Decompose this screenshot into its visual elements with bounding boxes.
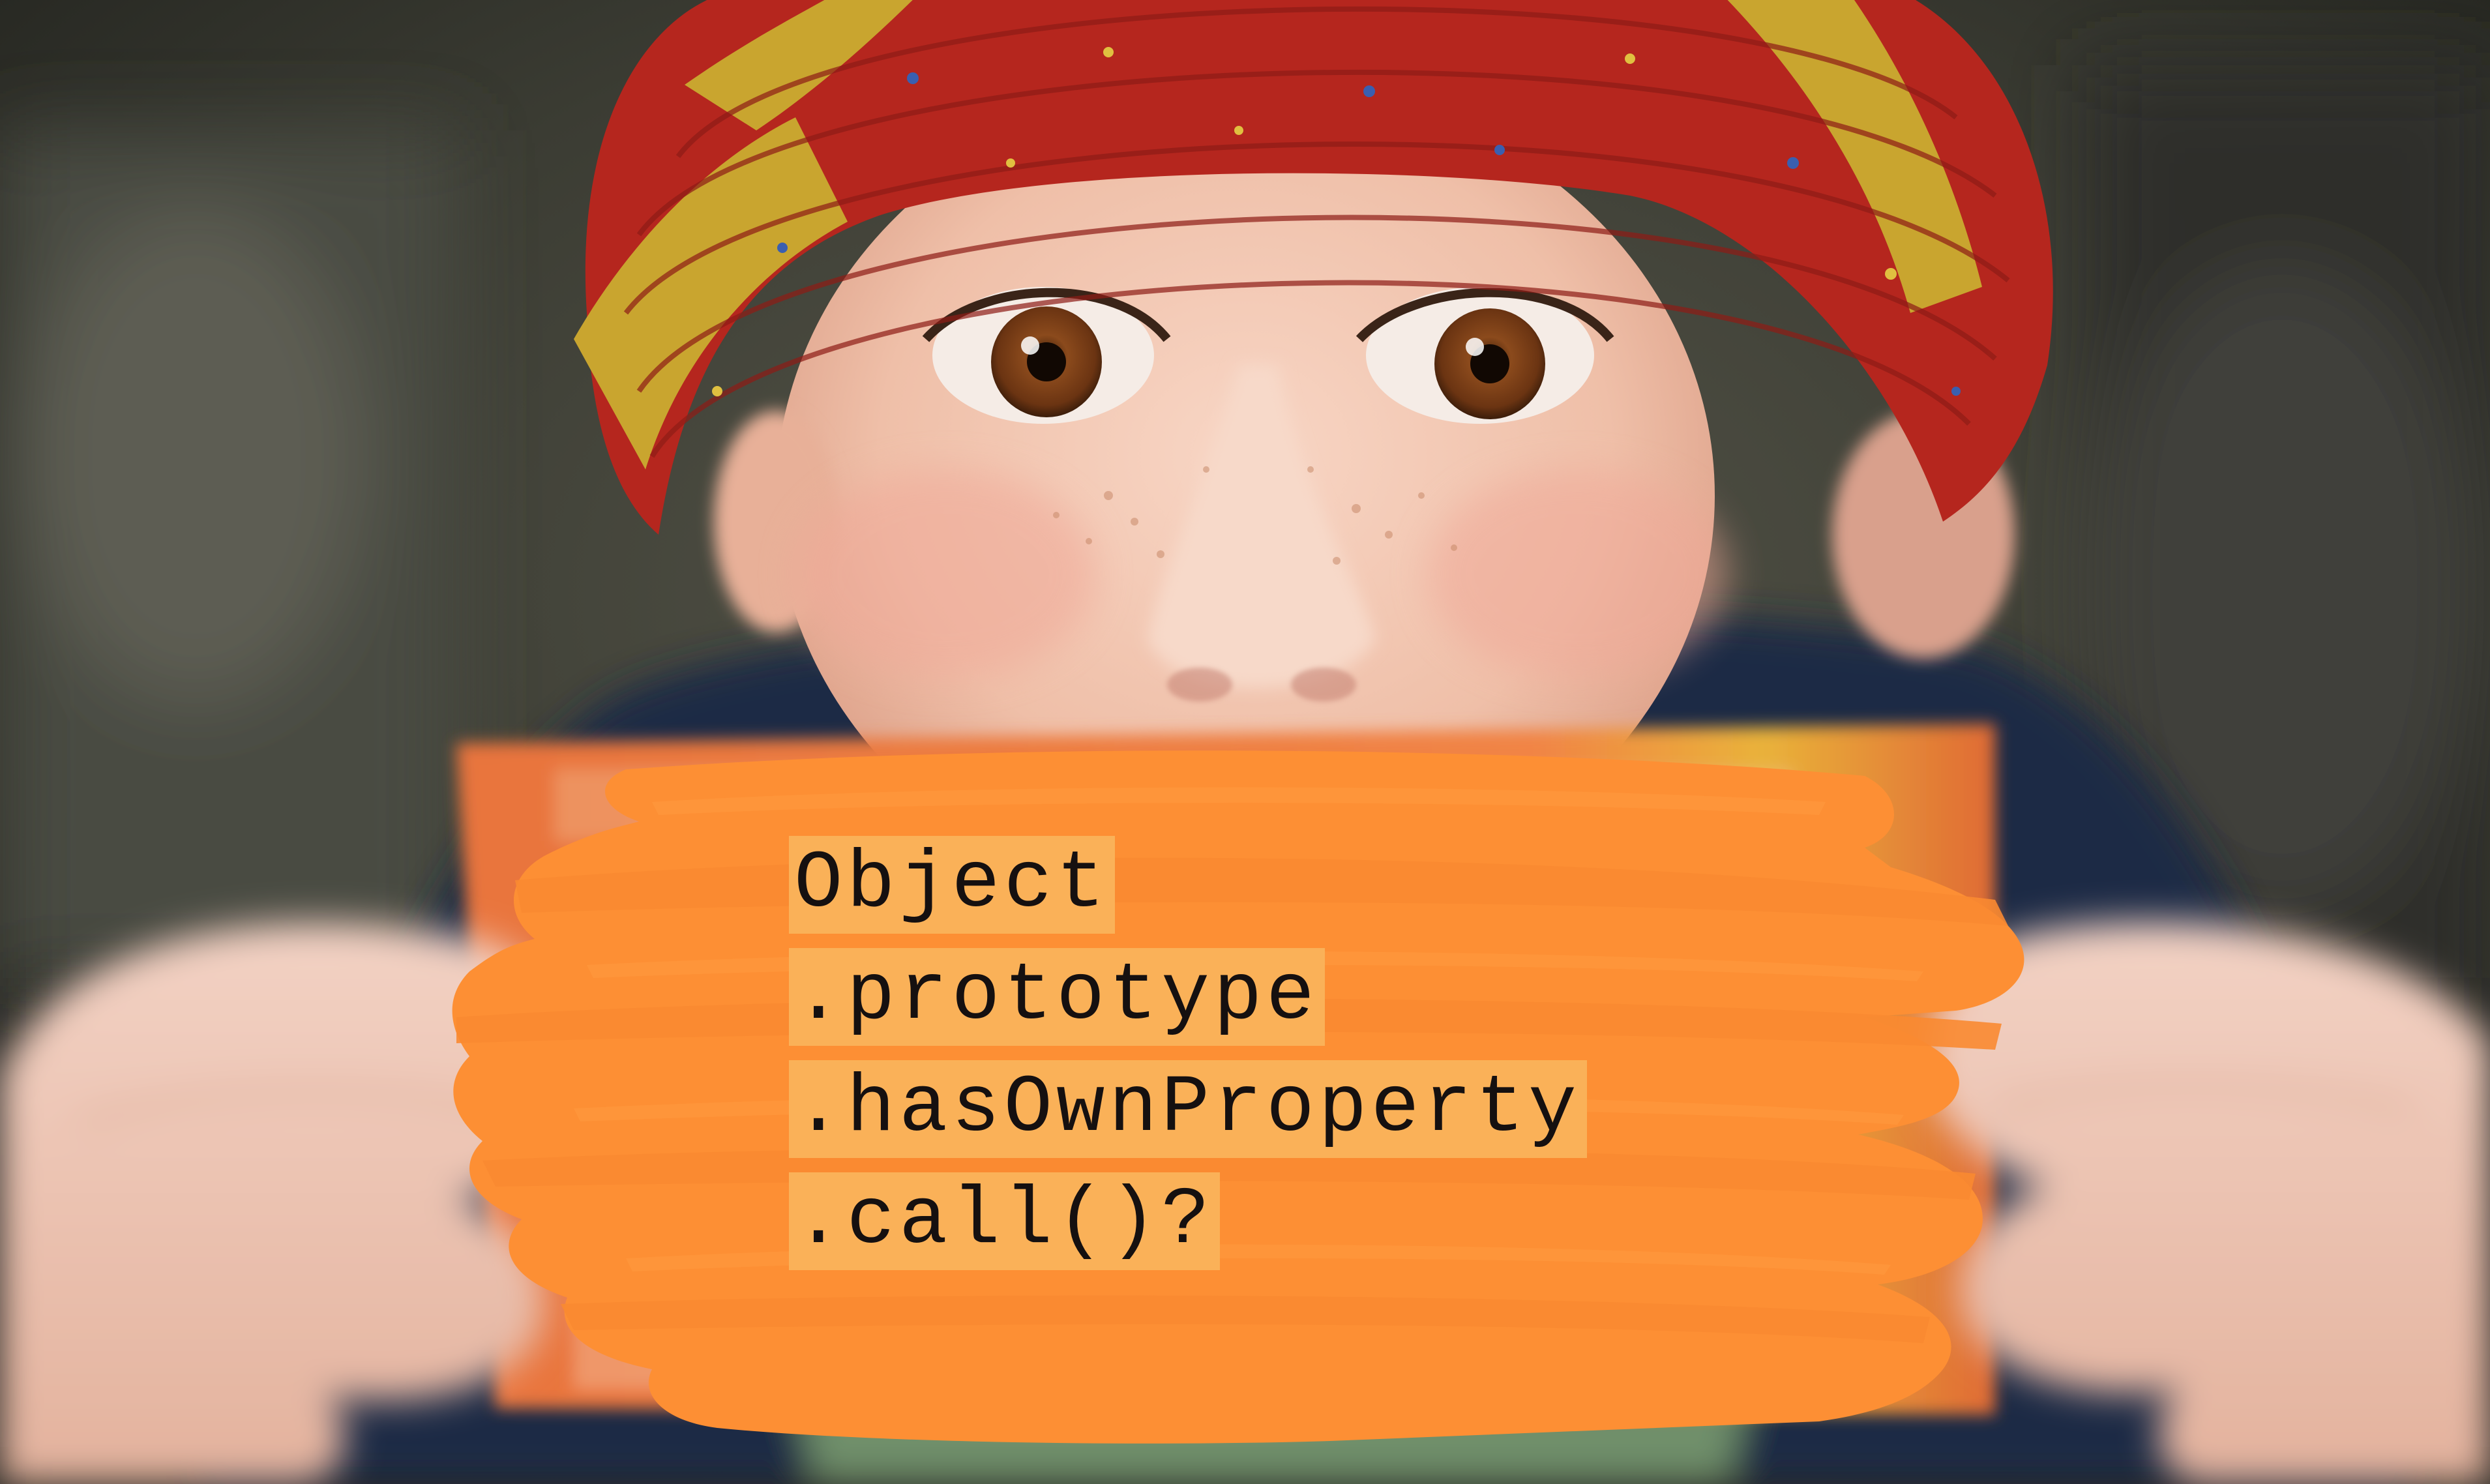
- code-line-hasownproperty: .hasOwnProperty: [789, 1060, 1588, 1158]
- code-snippet: Object .prototype .hasOwnProperty .call(…: [789, 836, 1734, 1292]
- code-line-call: .call()?: [789, 1172, 1221, 1270]
- code-line-object: Object: [789, 836, 1116, 934]
- code-line-prototype: .prototype: [789, 948, 1326, 1046]
